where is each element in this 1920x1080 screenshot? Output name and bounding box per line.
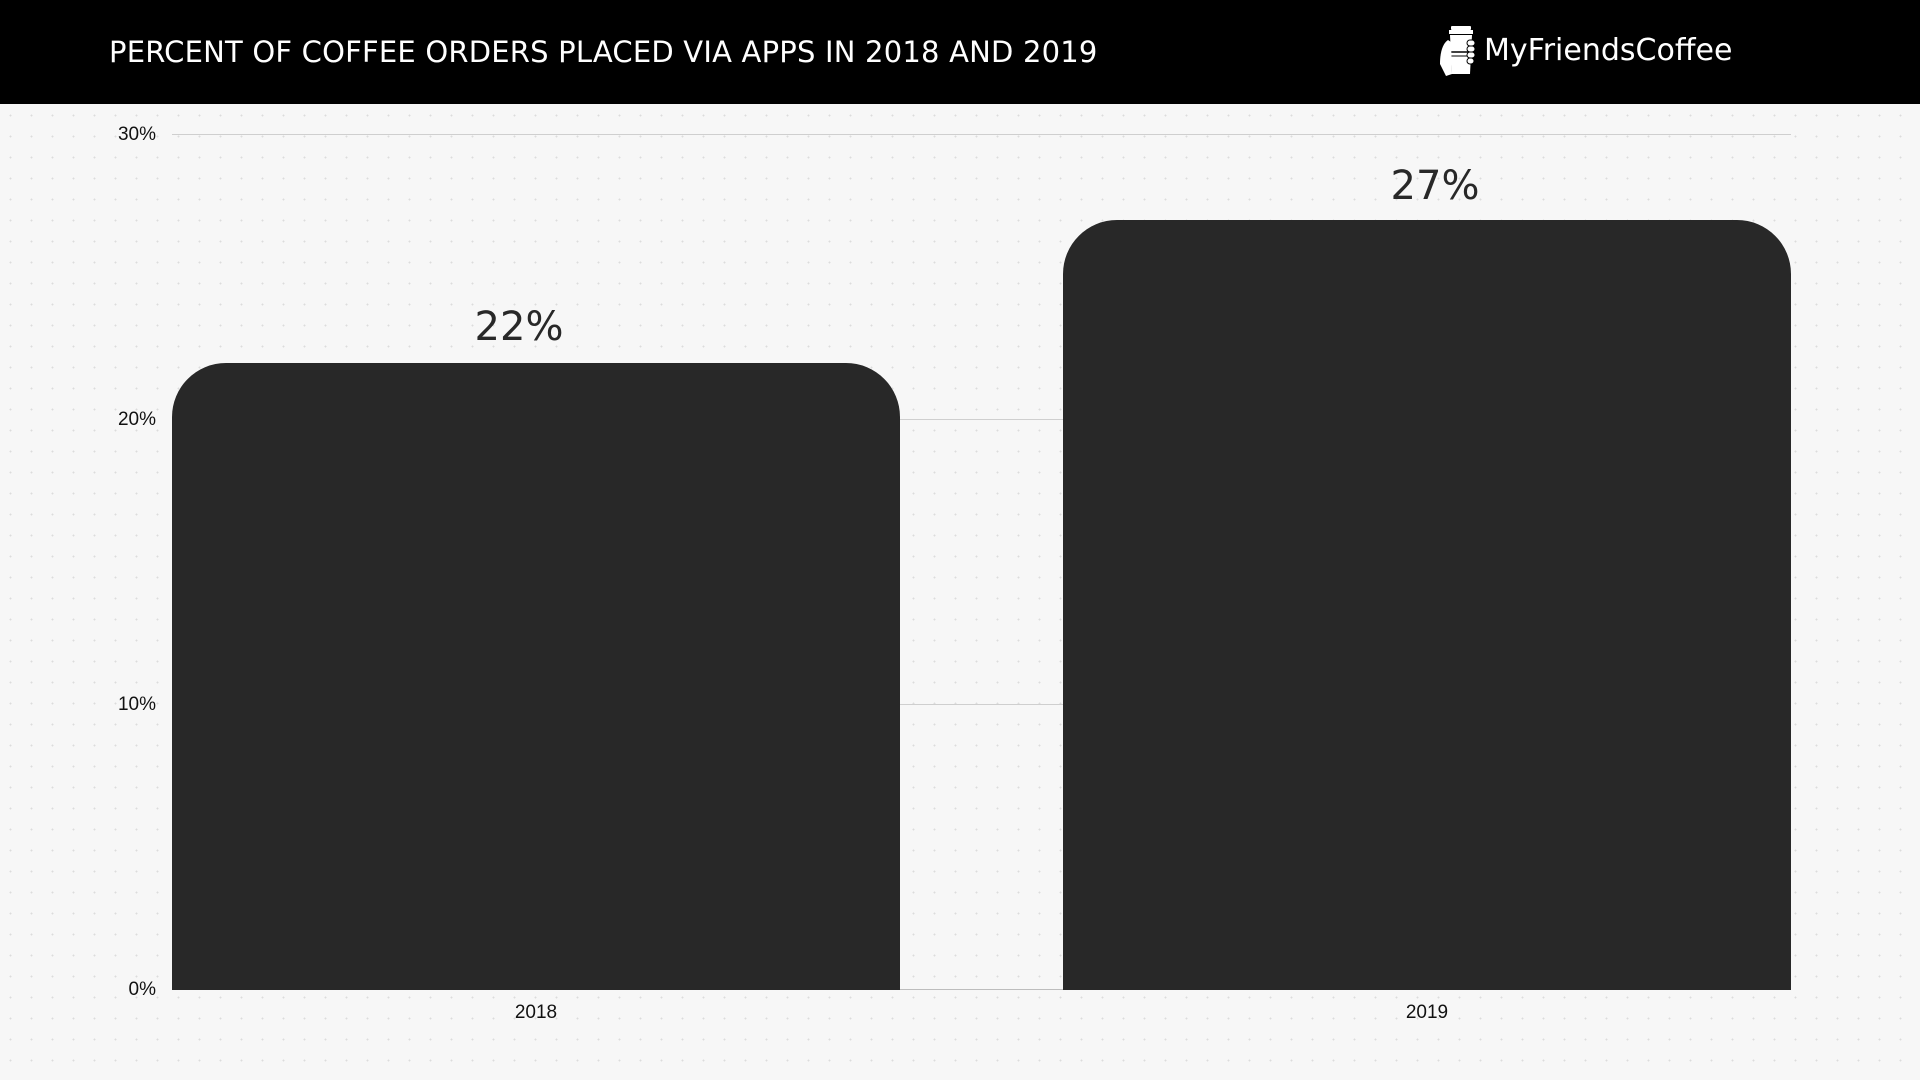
brand-name: MyFriendsCoffee [1484,33,1733,68]
chart-title: PERCENT OF COFFEE ORDERS PLACED VIA APPS… [109,35,1098,69]
x-tick-label-2018: 2018 [514,1002,558,1023]
gridline-30 [172,134,1791,135]
hand-holding-coffee-cup-icon [1440,26,1476,76]
header-bar: PERCENT OF COFFEE ORDERS PLACED VIA APPS… [0,0,1920,104]
bar-value-label-2018: 22% [474,304,564,350]
bar-2018 [172,363,900,990]
gridline-20 [172,419,1791,420]
y-tick-label: 0% [128,979,156,1000]
bar-2019 [1063,220,1791,990]
x-tick-label-2019: 2019 [1405,1002,1449,1023]
bar-value-label-2019: 27% [1390,163,1480,209]
y-tick-label: 20% [117,409,156,430]
y-tick-label: 10% [117,694,156,715]
gridline-10 [172,704,1791,705]
brand-logo: MyFriendsCoffee [1436,24,1732,78]
y-tick-label: 30% [117,124,156,145]
x-axis-baseline [172,989,1791,990]
